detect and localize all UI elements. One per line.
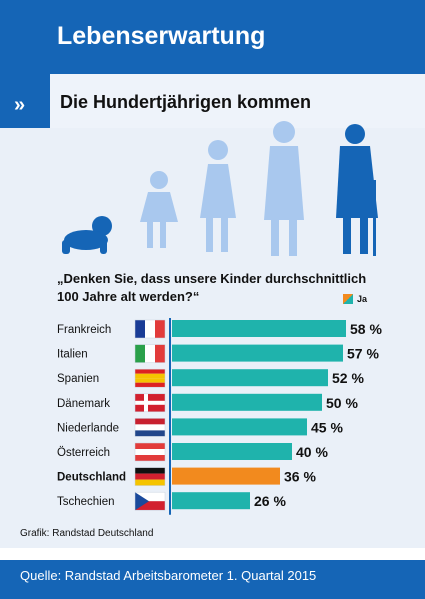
value-label: 45 % (311, 419, 343, 435)
toddler-silhouette (140, 171, 178, 248)
bar (172, 393, 322, 411)
bar (172, 344, 343, 362)
flag-icon (134, 442, 166, 462)
page-title: Lebenserwartung (57, 22, 266, 50)
credit-text: Grafik: Randstad Deutschland (20, 528, 154, 539)
flag-icon (134, 368, 166, 388)
category-label: Tschechien (57, 496, 115, 508)
value-label: 50 % (326, 395, 358, 411)
chevron-icon: » (14, 94, 26, 116)
value-label: 58 % (350, 321, 382, 337)
age-silhouettes (62, 121, 378, 256)
bar (172, 418, 307, 436)
flag-icon (134, 491, 166, 511)
bar (172, 443, 292, 460)
source-text: Quelle: Randstad Arbeitsbarometer 1. Qua… (20, 568, 317, 583)
woman-silhouette (264, 121, 304, 256)
value-label: 52 % (332, 370, 364, 386)
value-label: 57 % (347, 346, 379, 362)
value-label: 40 % (296, 444, 328, 460)
category-label: Italien (57, 349, 88, 361)
flag-icon (134, 393, 166, 413)
header-accent (0, 0, 50, 128)
baby-silhouette (62, 216, 112, 254)
header-bar (0, 0, 425, 74)
category-label: Österreich (57, 447, 110, 459)
subtitle: Die Hundertjährigen kommen (60, 92, 312, 112)
flag-icon (134, 418, 166, 437)
category-label: Dänemark (57, 398, 110, 410)
legend-label: Ja (357, 294, 368, 304)
question-line-1: „Denken Sie, dass unsere Kinder durchsch… (57, 271, 367, 286)
bar (172, 467, 280, 485)
bar-chart: Frankreich 58 % Italien 57 % Spanien 52 % Däne… (57, 318, 382, 515)
legend-swatch (343, 294, 353, 304)
subtitle-bar (50, 74, 425, 128)
flag-icon (134, 467, 166, 486)
footer-bar (0, 560, 425, 599)
flag-icon (134, 344, 166, 363)
question-line-2: 100 Jahre alt werden?“ (57, 289, 200, 304)
bar (172, 320, 346, 337)
value-label: 26 % (254, 493, 286, 509)
elderly-silhouette (336, 124, 378, 256)
girl-silhouette (200, 140, 236, 252)
category-label: Spanien (57, 373, 99, 385)
bar (172, 369, 328, 387)
value-label: 36 % (284, 469, 316, 485)
bar (172, 492, 250, 510)
flag-icon (134, 319, 166, 339)
category-label: Niederlande (57, 422, 119, 434)
category-label: Frankreich (57, 324, 111, 336)
category-label: Deutschland (57, 472, 126, 484)
